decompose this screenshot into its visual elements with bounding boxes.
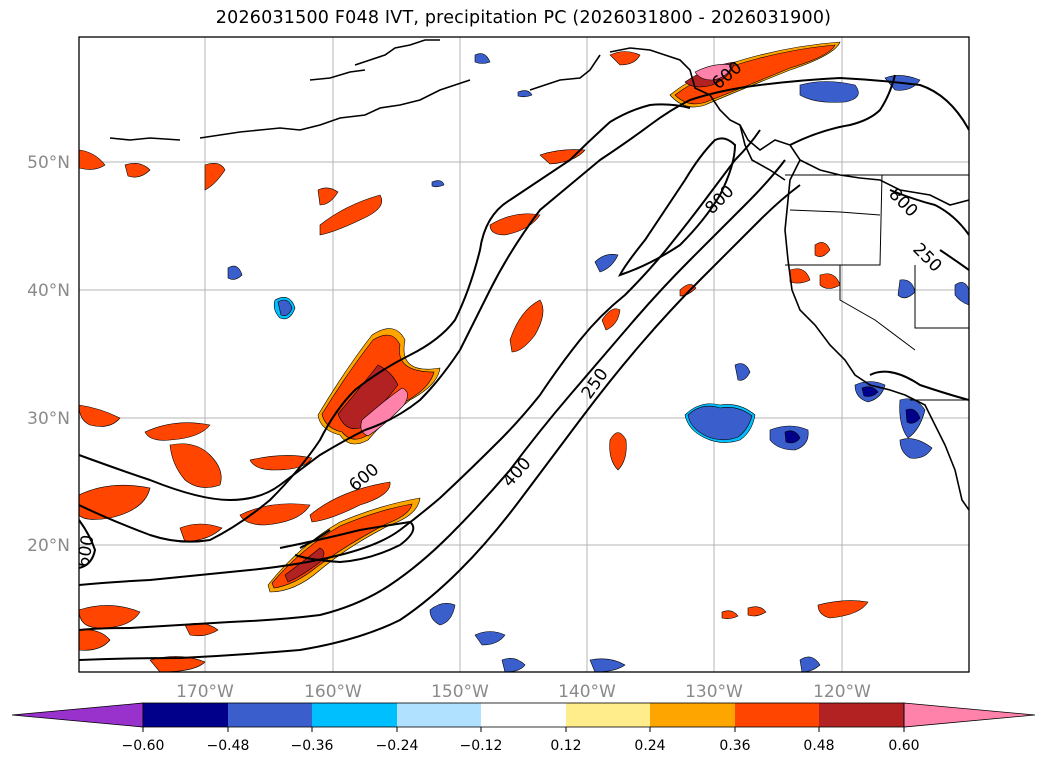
lon-label-170w: 170°W bbox=[176, 682, 234, 702]
lon-label-120w: 120°W bbox=[813, 682, 871, 702]
map-content: 800 600 400 250 600 800 250 600 bbox=[73, 37, 969, 672]
borders bbox=[785, 174, 969, 401]
lon-label-160w: 160°W bbox=[304, 682, 362, 702]
colorbar-extend-low bbox=[11, 702, 144, 728]
colorbar-tick-label: −0.60 bbox=[122, 738, 165, 754]
lat-label-40n: 40°N bbox=[27, 281, 70, 301]
contour-label-600-west: 600 bbox=[73, 533, 98, 568]
colorbar-outline bbox=[142, 702, 905, 728]
colorbar-tick-label: 0.12 bbox=[550, 738, 581, 754]
map-frame bbox=[78, 36, 970, 673]
colorbar-segment bbox=[312, 703, 397, 727]
colorbar: −0.60 −0.48 −0.36 −0.24 −0.12 0.12 0.24 … bbox=[11, 702, 1036, 754]
colorbar-segment bbox=[735, 703, 819, 727]
latitude-labels: 50°N 40°N 30°N 20°N bbox=[27, 153, 70, 556]
colorbar-tick-label: 0.24 bbox=[634, 738, 665, 754]
colorbar-segment bbox=[228, 703, 312, 727]
colorbar-segment bbox=[819, 703, 904, 727]
ivt-contours bbox=[79, 74, 969, 661]
contour-label-250-east: 250 bbox=[908, 239, 945, 276]
colorbar-segment bbox=[143, 703, 228, 727]
colorbar-tick-label: −0.12 bbox=[460, 738, 503, 754]
negative-precip-regions bbox=[227, 53, 969, 672]
colorbar-segment bbox=[566, 703, 650, 727]
lon-label-140w: 140°W bbox=[558, 682, 616, 702]
lat-label-50n: 50°N bbox=[27, 153, 70, 173]
lon-label-150w: 150°W bbox=[431, 682, 489, 702]
colorbar-tick-label: 0.36 bbox=[719, 738, 750, 754]
colorbar-tick-label: −0.24 bbox=[376, 738, 419, 754]
colorbar-tick-label: −0.36 bbox=[291, 738, 334, 754]
lat-label-30n: 30°N bbox=[27, 409, 70, 429]
map-title: 2026031500 F048 IVT, precipitation PC (2… bbox=[215, 8, 832, 28]
colorbar-tick-label: 0.48 bbox=[803, 738, 834, 754]
coastlines bbox=[109, 39, 969, 511]
colorbar-tick-marks bbox=[142, 727, 905, 732]
lat-label-20n: 20°N bbox=[27, 536, 70, 556]
colorbar-segment bbox=[397, 703, 481, 727]
gridlines bbox=[79, 37, 969, 672]
positive-precip-regions bbox=[79, 41, 869, 672]
colorbar-tick-label: −0.48 bbox=[207, 738, 250, 754]
lon-label-130w: 130°W bbox=[685, 682, 743, 702]
colorbar-segment bbox=[650, 703, 735, 727]
longitude-labels: 170°W 160°W 150°W 140°W 130°W 120°W bbox=[176, 682, 871, 702]
colorbar-segment bbox=[481, 703, 566, 727]
colorbar-extend-high bbox=[903, 702, 1036, 728]
colorbar-tick-label: 0.60 bbox=[888, 738, 919, 754]
